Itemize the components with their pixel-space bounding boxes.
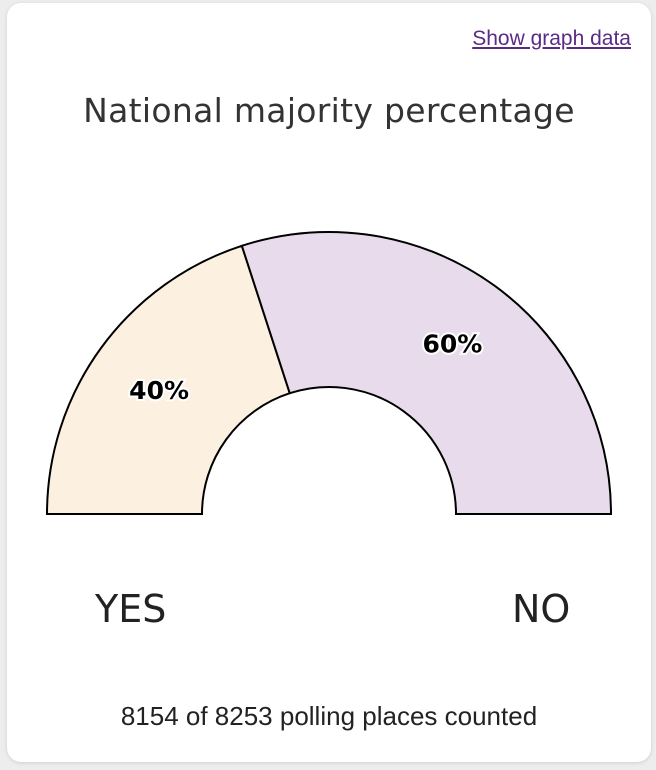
polling-places-counted: 8154 of 8253 polling places counted	[120, 701, 538, 731]
slice-no[interactable]	[240, 231, 613, 515]
no-label: NO	[512, 587, 571, 631]
yes-label: YES	[95, 587, 167, 631]
results-card: Show graph data National majority percen…	[7, 3, 651, 762]
slices-group	[45, 231, 613, 515]
slice-labels-group: 40% 60%	[127, 328, 484, 407]
slice-label-no: 60%	[423, 330, 483, 359]
show-graph-data-link[interactable]: Show graph data	[472, 27, 631, 50]
slice-yes[interactable]	[45, 244, 292, 515]
half-donut-chart: 40% 60%	[45, 231, 613, 515]
chart-title: National majority percentage	[83, 91, 575, 130]
slice-label-yes: 40%	[129, 376, 189, 405]
